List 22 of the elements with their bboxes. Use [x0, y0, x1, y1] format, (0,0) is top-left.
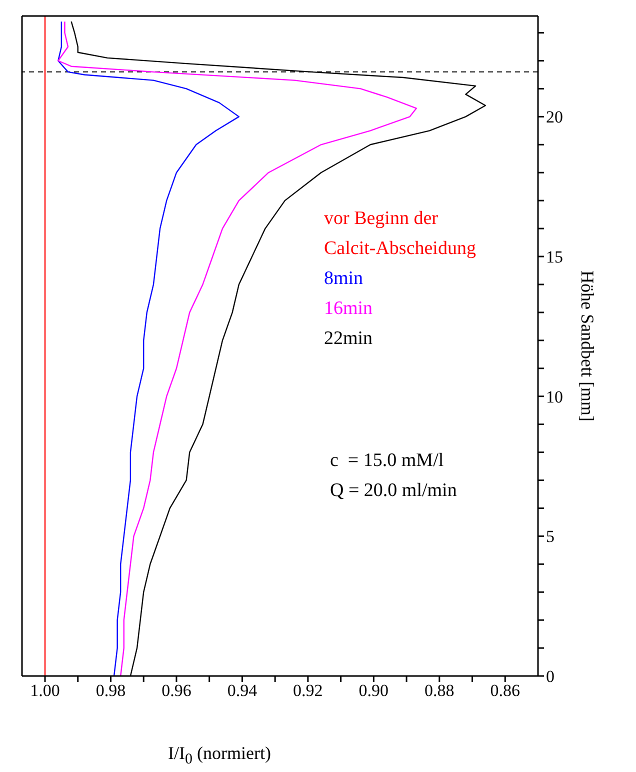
x-tick-label: 0.98 — [96, 681, 126, 700]
y-tick-label: 0 — [546, 667, 554, 686]
line-series — [58, 20, 240, 676]
x-tick-label: 0.88 — [424, 681, 454, 700]
y-tick-label: 20 — [546, 108, 563, 127]
x-tick-label: 0.86 — [490, 681, 520, 700]
y-tick-label: 10 — [546, 387, 563, 406]
x-tick-label: 1.00 — [30, 681, 60, 700]
x-axis-title: I/I$_{0}$ (normiert) — [168, 743, 271, 769]
y-tick-label: 5 — [546, 527, 554, 546]
text: 16min — [324, 297, 374, 321]
y-axis-title: Höhe Sandbett [mm] — [578, 270, 598, 422]
text: vor Beginn der Calcit-Abscheidung — [324, 207, 477, 261]
x-tick-label: 0.90 — [358, 681, 389, 700]
x-tick-label: 0.92 — [293, 681, 323, 700]
text: 8min — [324, 267, 364, 291]
annotation: c = 15.0 mM/l — [330, 449, 445, 473]
x-tick-label: 0.96 — [162, 681, 192, 700]
x-tick-label: 0.94 — [227, 681, 258, 700]
text: 22min — [324, 327, 374, 351]
y-tick-label: 15 — [546, 248, 563, 267]
annotation: Q = 20.0 ml/min — [330, 479, 457, 503]
